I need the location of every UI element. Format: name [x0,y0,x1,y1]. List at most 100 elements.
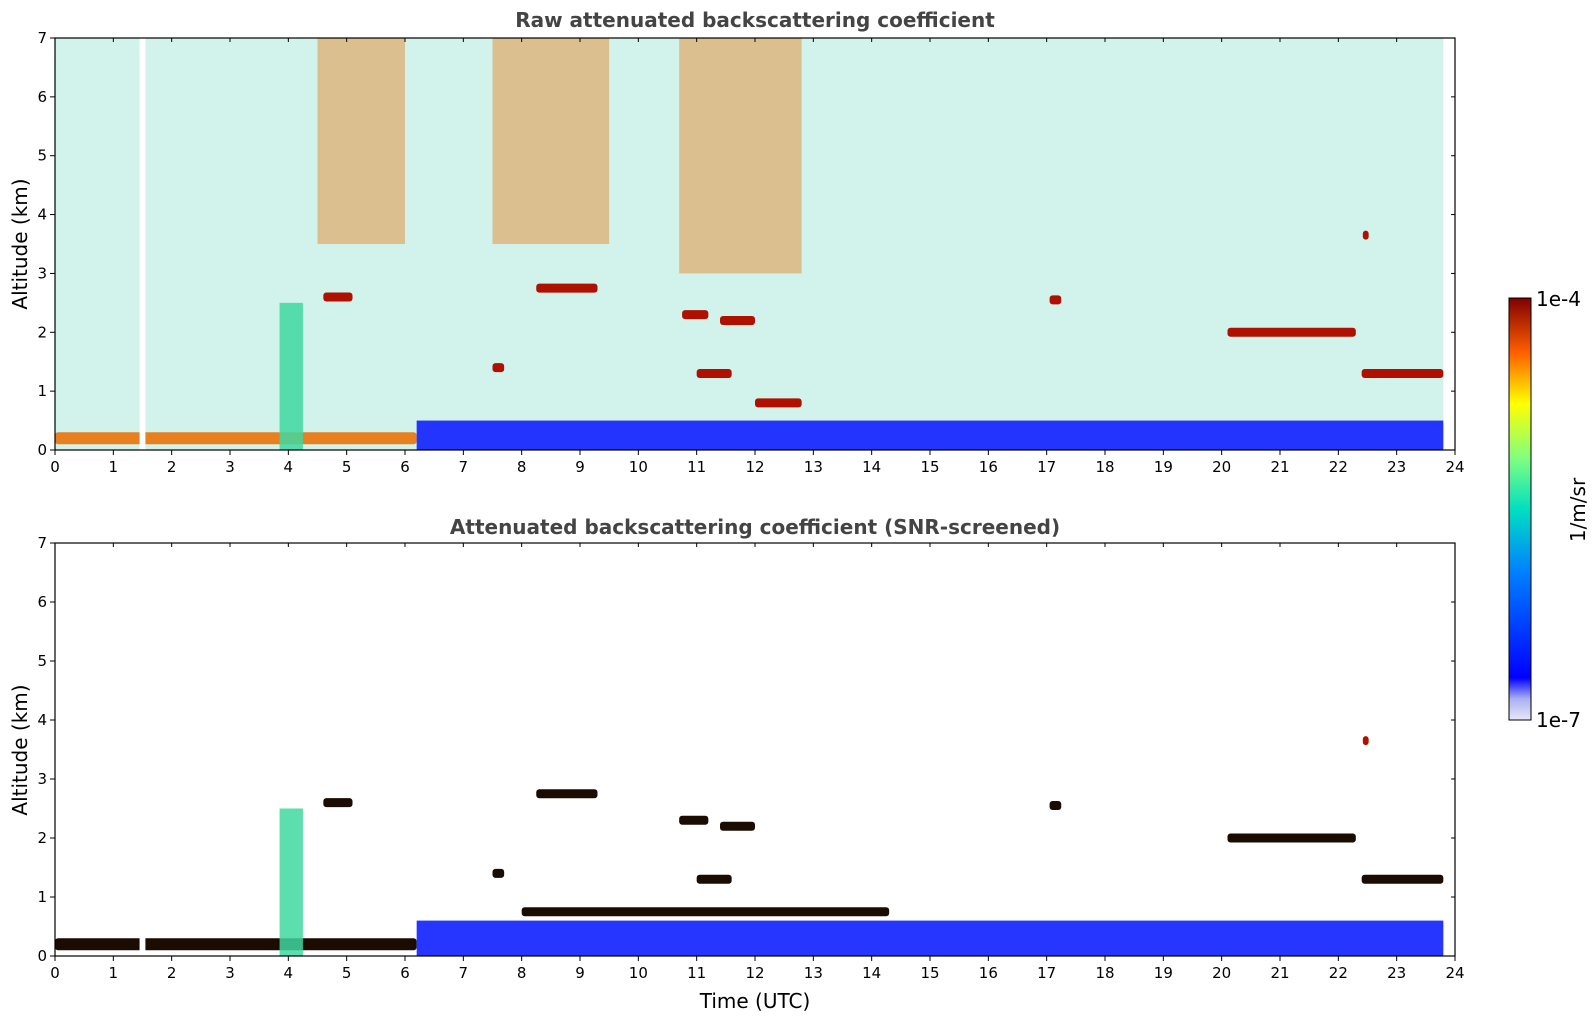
heatmap-area [55,543,1444,956]
plume [279,808,303,956]
cloud [536,789,598,799]
colorbar: 1e-4 1e-7 1/m/sr [1508,287,1590,732]
high-noise-band [317,38,405,244]
x-tick-label: 4 [284,964,294,982]
x-tick-label: 4 [284,458,294,476]
y-tick-label: 4 [37,711,47,729]
y-tick-label: 2 [37,323,47,341]
x-tick-label: 18 [1095,964,1114,982]
raw-backscatter-panel: Raw attenuated backscattering coefficien… [8,8,1465,476]
x-tick-label: 8 [517,458,527,476]
cloud [696,368,732,378]
y-tick-label: 5 [37,652,47,670]
y-axis-label: Altitude (km) [8,178,32,309]
cloud [755,398,802,408]
colorbar-min-label: 1e-7 [1536,708,1581,732]
cloud [1049,295,1062,305]
y-tick-label: 3 [37,770,47,788]
cloud [1361,874,1444,884]
x-tick-label: 14 [862,964,881,982]
cloud [521,907,890,917]
y-tick-label: 1 [37,382,47,400]
x-tick-label: 23 [1387,964,1406,982]
boundary-layer-blue [416,920,1444,956]
x-tick-label: 11 [687,964,706,982]
x-tick-label: 19 [1154,458,1173,476]
panel-title: Raw attenuated backscattering coefficien… [515,8,995,32]
surface-aerosol-layer [55,432,417,445]
high-noise-band [679,38,802,274]
x-tick-label: 1 [109,458,119,476]
cloud [1049,801,1062,811]
colorbar-gradient [1508,297,1532,721]
x-tick-label: 10 [629,964,648,982]
y-tick-label: 7 [37,29,47,47]
heatmap-area [55,38,1444,450]
colorbar-max-label: 1e-4 [1536,287,1581,311]
surface-aerosol-layer [55,938,417,951]
y-tick-label: 4 [37,206,47,224]
x-tick-label: 2 [167,964,177,982]
cloud [720,316,755,326]
y-tick-label: 7 [37,534,47,552]
x-tick-label: 6 [400,964,410,982]
data-gap [139,543,146,956]
cloud [720,821,755,831]
data-gap [139,38,146,450]
cloud [1362,736,1369,746]
x-tick-label: 12 [745,458,764,476]
x-axis: 0 1 2 3 4 5 6 7 8 9 10 11 12 13 14 15 16 17 18 19 20 21 22 23 24 [50,543,1465,982]
x-tick-label: 24 [1445,458,1464,476]
x-tick-label: 23 [1387,458,1406,476]
y-tick-label: 2 [37,829,47,847]
x-tick-label: 0 [50,964,60,982]
x-tick-label: 5 [342,964,352,982]
y-tick-label: 6 [37,88,47,106]
cloud [1227,327,1356,337]
x-tick-label: 22 [1329,964,1348,982]
high-noise-band [492,38,610,244]
cloud [323,798,353,808]
x-tick-label: 19 [1154,964,1173,982]
panel-title: Attenuated backscattering coefficient (S… [450,515,1060,539]
x-tick-label: 2 [167,458,177,476]
x-tick-label: 0 [50,458,60,476]
x-tick-label: 21 [1270,458,1289,476]
cloud [682,310,709,320]
plot-frame [54,542,1456,957]
y-tick-label: 0 [37,441,47,459]
x-tick-label: 11 [687,458,706,476]
y-tick-label: 5 [37,147,47,165]
x-tick-label: 6 [400,458,410,476]
y-axis-label: Altitude (km) [8,684,32,815]
x-tick-label: 21 [1270,964,1289,982]
x-tick-label: 17 [1037,458,1056,476]
cloud [1227,833,1356,843]
x-tick-label: 9 [575,964,585,982]
x-tick-label: 20 [1212,458,1231,476]
x-tick-label: 24 [1445,964,1464,982]
x-axis-label: Time (UTC) [699,989,811,1013]
cloud [1362,230,1369,240]
x-tick-label: 15 [920,964,939,982]
cloud [679,815,709,825]
x-tick-label: 1 [109,964,119,982]
cloud [1361,368,1444,378]
x-tick-label: 12 [745,964,764,982]
y-axis: 0 1 2 3 4 5 6 7 [37,534,1455,965]
x-tick-label: 13 [804,964,823,982]
cloud [323,292,353,302]
cloud [492,868,505,878]
cloud [492,363,505,373]
colorbar-units-label: 1/m/sr [1566,477,1590,542]
x-tick-label: 20 [1212,964,1231,982]
boundary-layer-blue [416,420,1444,450]
y-tick-label: 6 [37,593,47,611]
cloud [536,283,598,293]
x-tick-label: 16 [979,964,998,982]
x-tick-label: 14 [862,458,881,476]
x-tick-label: 18 [1095,458,1114,476]
y-tick-label: 0 [37,947,47,965]
x-tick-label: 9 [575,458,585,476]
